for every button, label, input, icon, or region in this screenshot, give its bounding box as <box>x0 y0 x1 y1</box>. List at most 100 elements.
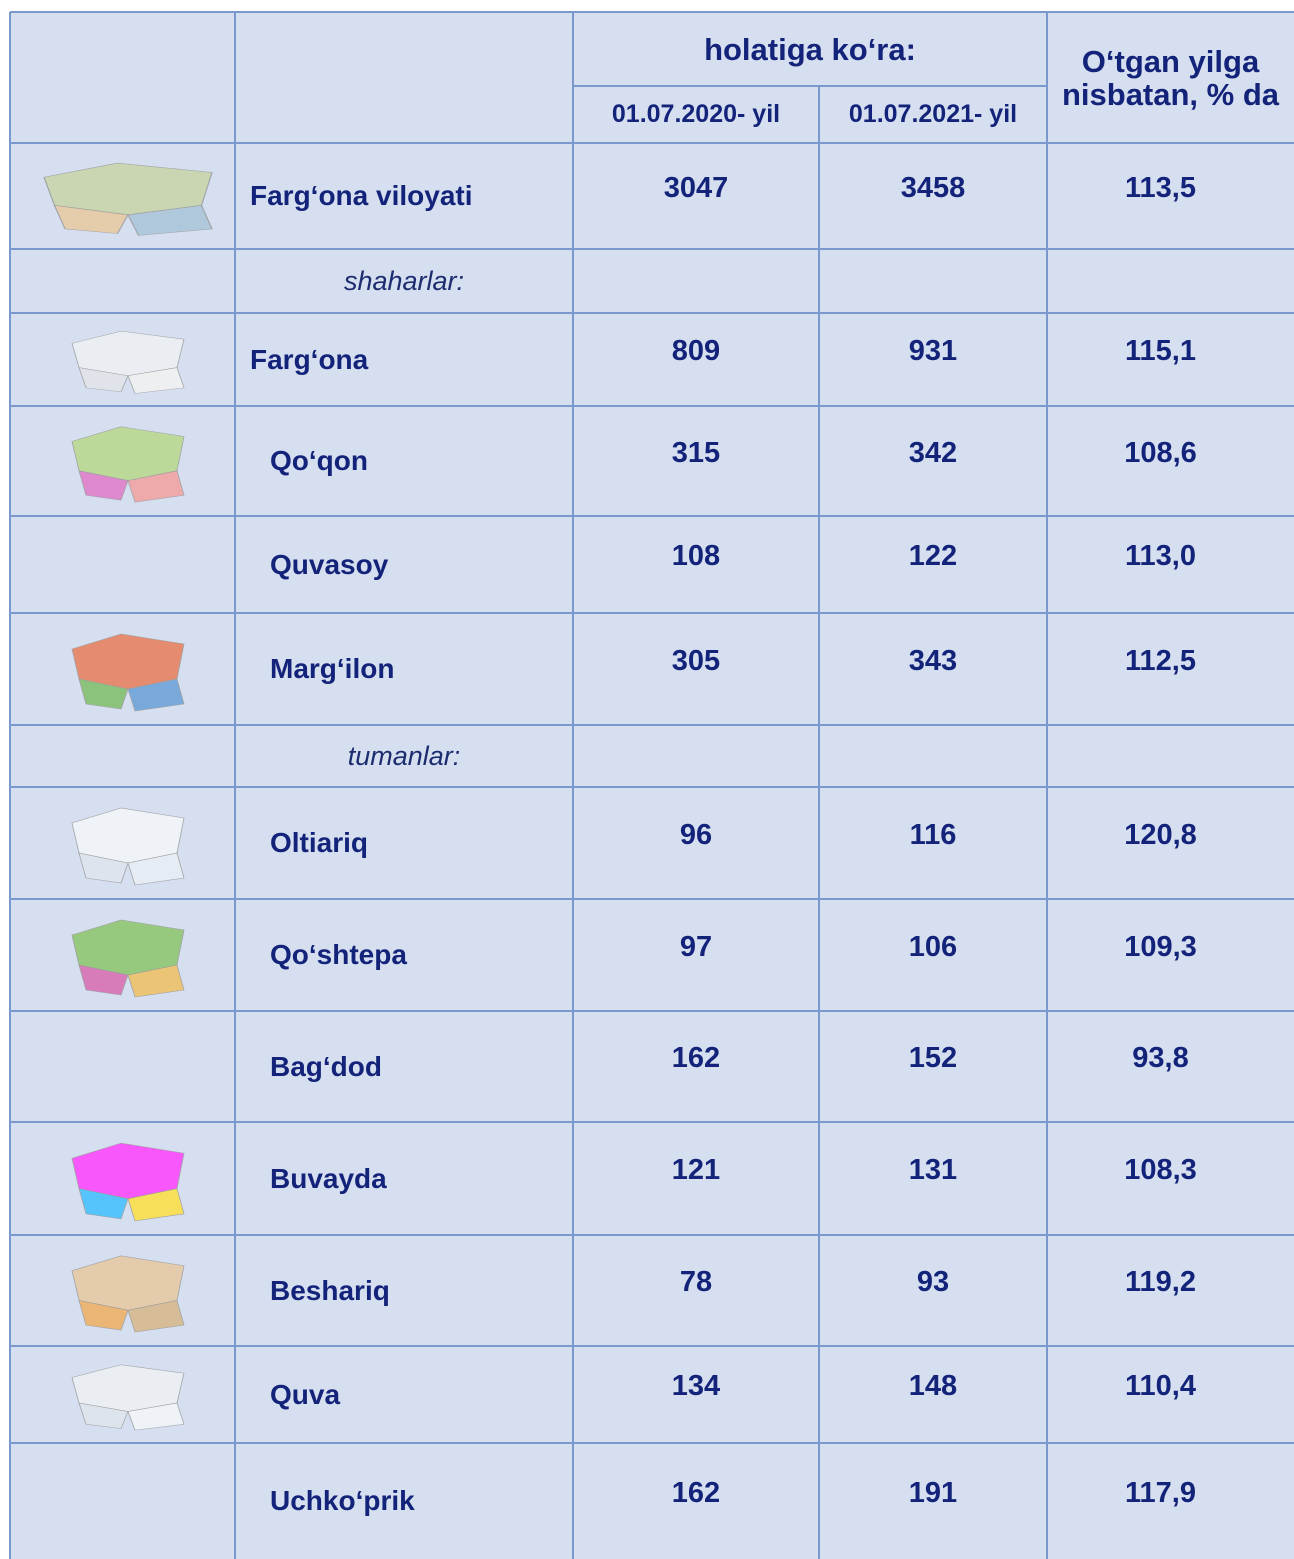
map-thumbnail <box>71 633 184 712</box>
map-region <box>53 205 129 234</box>
cell-value: 97 <box>679 930 713 963</box>
grid-line <box>572 12 574 1559</box>
cell-value: 342 <box>908 436 958 469</box>
grid-line <box>10 1442 1294 1444</box>
map-region <box>127 678 184 712</box>
map-region <box>77 852 129 884</box>
row-name: Qo‘shtepa <box>270 939 407 970</box>
cell-value: 809 <box>671 335 721 367</box>
cell-value: 117,9 <box>1125 1476 1196 1509</box>
row-name: Buvayda <box>270 1162 387 1194</box>
grid-line <box>10 898 1294 900</box>
header-change: O‘tgan yilga nisbatan, % da <box>1061 43 1280 112</box>
cell-value: 116 <box>909 818 957 851</box>
row-name: Marg‘ilon <box>270 653 395 684</box>
map-region <box>126 205 213 236</box>
map-thumbnail <box>71 1364 184 1431</box>
row-name: Qo‘qon <box>270 445 368 476</box>
map-thumbnail <box>71 1142 184 1222</box>
cell-value: 96 <box>679 818 713 851</box>
grid-line <box>10 312 1294 314</box>
section-label: shaharlar: <box>343 265 465 296</box>
grid-line <box>10 724 1294 726</box>
section-label: tumanlar: <box>347 740 461 771</box>
map-thumbnail <box>71 919 184 998</box>
grid-line <box>10 142 1294 144</box>
grid-line <box>10 1345 1294 1347</box>
map-region <box>127 1402 184 1431</box>
header-col: 01.07.2021- yil <box>848 100 1018 128</box>
grid-line <box>10 248 1294 250</box>
cell-value: 108,3 <box>1124 1154 1197 1186</box>
row-name: Beshariq <box>270 1274 390 1306</box>
row-name: Quva <box>270 1378 341 1410</box>
map-region <box>77 470 129 501</box>
map-region <box>127 470 184 503</box>
grid-line <box>1046 12 1048 1559</box>
row-name: Quvasoy <box>270 548 389 580</box>
grid-line <box>9 12 11 1559</box>
header-col: 01.07.2020- yil <box>611 100 781 128</box>
cell-value: 131 <box>908 1154 958 1186</box>
map-region <box>127 852 184 886</box>
map-region <box>77 678 129 710</box>
cell-value: 112,5 <box>1125 644 1196 677</box>
grid-line <box>10 786 1294 788</box>
cell-value: 931 <box>908 335 958 367</box>
header-group: holatiga ko‘ra: <box>704 31 916 67</box>
grid-line <box>10 1234 1294 1236</box>
row-name: Oltiariq <box>270 827 369 858</box>
map-thumbnail <box>42 162 213 236</box>
cell-value: 3047 <box>663 171 729 204</box>
map-region <box>127 1188 184 1222</box>
cell-value: 343 <box>908 644 958 677</box>
cell-value: 108,6 <box>1124 436 1197 469</box>
row-name: Farg‘ona <box>250 343 369 375</box>
cell-value: 93,8 <box>1132 1042 1189 1074</box>
map-region <box>77 964 129 996</box>
cell-value: 191 <box>908 1476 958 1509</box>
cell-value: 108 <box>671 540 721 572</box>
cell-value: 113,5 <box>1125 171 1196 204</box>
row-name: Bag‘dod <box>270 1050 382 1082</box>
map-thumbnail <box>71 807 184 886</box>
cell-value: 121 <box>671 1154 721 1186</box>
map-region <box>127 1300 184 1333</box>
cell-value: 93 <box>916 1266 950 1298</box>
cell-value: 162 <box>671 1042 721 1074</box>
cell-value: 119,2 <box>1125 1266 1196 1298</box>
row-name: Farg‘ona viloyati <box>250 180 473 211</box>
map-region <box>77 367 129 393</box>
map-region <box>127 367 184 394</box>
grid-line <box>10 11 1294 13</box>
cell-value: 106 <box>908 930 958 963</box>
cell-value: 113,0 <box>1125 540 1196 572</box>
cell-value: 162 <box>671 1476 721 1509</box>
cell-value: 109,3 <box>1124 930 1197 963</box>
cell-value: 3458 <box>900 171 966 204</box>
cell-value: 152 <box>908 1042 958 1074</box>
grid-line <box>10 1010 1294 1012</box>
grid-line <box>10 515 1294 517</box>
grid-line <box>10 612 1294 614</box>
grid-line <box>573 85 1047 87</box>
grid-line <box>234 12 236 1559</box>
cell-value: 110,4 <box>1125 1370 1196 1402</box>
grid-line <box>10 405 1294 407</box>
map-thumbnail <box>71 426 184 503</box>
table-background <box>10 12 1294 1559</box>
cell-value: 148 <box>908 1370 958 1402</box>
grid-line <box>818 86 820 1559</box>
grid-line <box>10 1121 1294 1123</box>
cell-value: 115,1 <box>1125 335 1196 367</box>
cell-value: 305 <box>671 644 721 677</box>
cell-value: 134 <box>671 1370 721 1402</box>
row-name: Uchko‘prik <box>270 1485 415 1516</box>
map-region <box>77 1299 129 1331</box>
map-region <box>77 1402 129 1429</box>
cell-value: 78 <box>679 1266 713 1298</box>
map-region <box>77 1188 129 1220</box>
cell-value: 122 <box>908 540 958 572</box>
map-region <box>127 964 184 998</box>
